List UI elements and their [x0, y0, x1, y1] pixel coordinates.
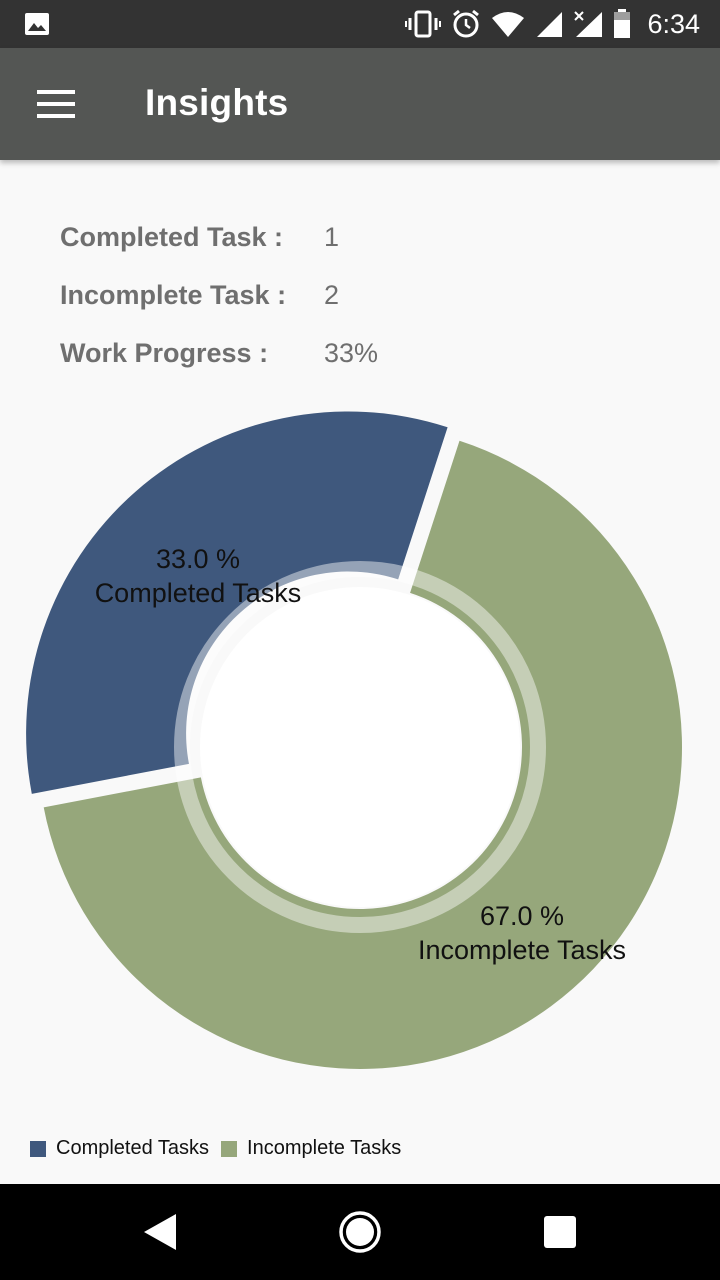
alarm-icon [453, 9, 480, 38]
legend-label: Incomplete Tasks [247, 1137, 402, 1159]
slice-percent-label: 67.0 % [480, 901, 564, 931]
recents-icon[interactable] [536, 1208, 584, 1256]
stat-label: Completed Task : [60, 222, 284, 252]
menu-button[interactable] [24, 76, 88, 132]
donut-inner-ring [174, 561, 546, 933]
pie-slice-incomplete[interactable] [43, 440, 683, 1070]
legend-item-incomplete: Incomplete Tasks [221, 1137, 401, 1160]
slice-name-label: Completed Tasks [95, 578, 302, 608]
stat-label: Incomplete Task : [60, 280, 287, 310]
page-title: Insights [145, 82, 289, 123]
status-time: 6:34 [647, 8, 700, 39]
stat-label: Work Progress : [60, 338, 269, 368]
legend-item-completed: Completed Tasks [30, 1137, 209, 1160]
stat-value: 2 [324, 280, 340, 310]
navigation-bar [0, 1184, 720, 1280]
signal-icon [537, 12, 563, 37]
back-icon[interactable] [136, 1208, 184, 1256]
stat-value: 1 [324, 222, 340, 252]
home-icon[interactable] [336, 1208, 384, 1256]
donut-chart-svg[interactable]: 33.0 % Completed Tasks 67.0 % Incomplete Ta… [0, 390, 720, 1110]
no-signal-icon [574, 11, 603, 37]
legend-swatch [221, 1140, 238, 1157]
legend-swatch [30, 1140, 46, 1157]
chart-legend: Completed Tasks Incomplete Tasks [30, 1137, 413, 1160]
slice-label-completed: 33.0 % Completed Tasks [95, 544, 302, 608]
app-bar: Insights [0, 48, 720, 160]
pie-slice-completed[interactable] [26, 411, 448, 794]
vibrate-icon [405, 10, 442, 38]
wifi-icon [492, 12, 525, 37]
donut-hole [200, 587, 520, 907]
stat-value: 33% [324, 338, 379, 368]
slice-percent-label: 33.0 % [156, 544, 240, 574]
donut-chart[interactable]: 33.0 % Completed Tasks 67.0 % Incomplete Ta… [0, 390, 720, 1110]
status-bar: 6:34 [0, 0, 720, 48]
legend-label: Completed Tasks [56, 1137, 210, 1159]
slice-label-incomplete: 67.0 % Incomplete Tasks [418, 901, 626, 965]
slice-name-label: Incomplete Tasks [418, 935, 626, 965]
status-icons: 6:34 [405, 0, 700, 48]
gallery-icon [25, 13, 49, 35]
hamburger-menu-icon [37, 90, 75, 118]
battery-icon [614, 9, 631, 38]
